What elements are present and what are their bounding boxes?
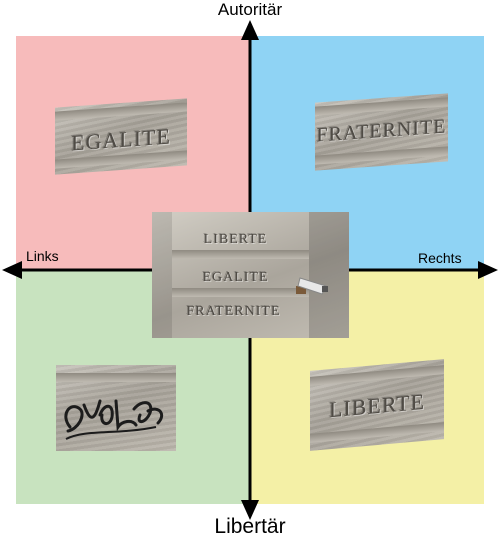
stone-ledge <box>172 250 309 259</box>
axis-label-bottom: Libertär <box>214 515 286 538</box>
graffiti-tag-icon <box>64 399 164 440</box>
engraved-text: FRATERNITE <box>316 115 447 147</box>
engraved-text-line: FRATERNITE <box>186 304 281 319</box>
photo-graffiti <box>56 365 176 451</box>
photo-fraternite: FRATERNITE <box>315 93 448 171</box>
axis-label-left: Links <box>26 248 59 264</box>
stone-ledge <box>315 145 448 166</box>
arrow-right-icon <box>478 261 498 279</box>
photo-center-building: LIBERTE EGALITE FRATERNITE <box>152 212 349 338</box>
engraved-text-line: EGALITE <box>202 270 269 285</box>
stone-ledge <box>310 421 444 444</box>
arrow-left-icon <box>2 261 22 279</box>
stone-pillar <box>152 212 172 338</box>
photo-liberte: LIBERTE <box>310 359 444 451</box>
stone-ledge <box>172 288 309 297</box>
arrow-up-icon <box>241 20 259 40</box>
axis-label-right: Rechts <box>418 250 462 266</box>
engraved-text-line: LIBERTE <box>203 232 268 247</box>
axis-label-top: Autoritär <box>217 0 283 19</box>
arrow-down-icon <box>241 500 259 520</box>
security-camera-icon <box>296 277 328 295</box>
engraved-text: LIBERTE <box>328 388 426 423</box>
stone-pillar <box>309 212 349 338</box>
photo-egalite: EGALITE <box>55 98 187 175</box>
stone-ledge <box>56 373 176 382</box>
